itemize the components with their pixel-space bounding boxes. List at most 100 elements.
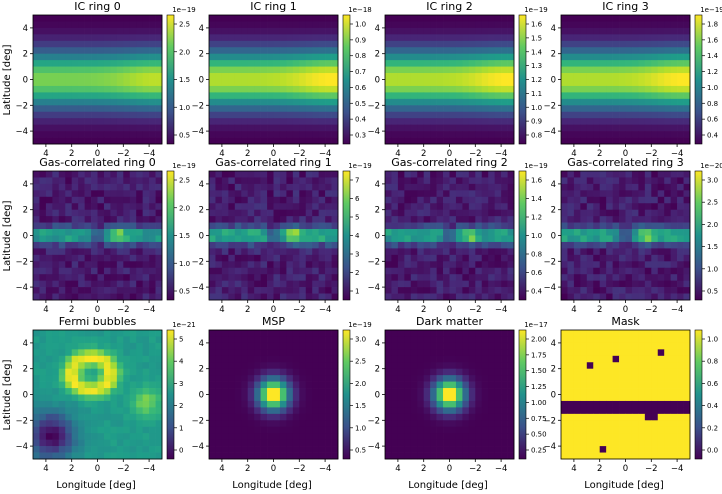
heatmap-cell <box>58 53 66 61</box>
heatmap-cell <box>449 15 457 22</box>
heatmap-cell <box>481 190 489 198</box>
heatmap-cell <box>586 241 594 249</box>
heatmap-cell <box>670 261 678 269</box>
heatmap-cell <box>385 222 392 230</box>
heatmap-cell <box>455 34 463 42</box>
heatmap-cell <box>331 183 339 191</box>
heatmap-cell <box>155 53 163 61</box>
heatmap-cell <box>260 79 268 87</box>
heatmap-cell <box>391 274 399 281</box>
heatmap-cell <box>612 362 620 370</box>
heatmap-cell <box>33 105 40 113</box>
heatmap-cell <box>221 407 229 415</box>
heatmap-cell <box>612 40 620 48</box>
heatmap-cell <box>273 92 281 100</box>
heatmap-cell <box>423 293 431 301</box>
heatmap-cell <box>312 98 319 106</box>
heatmap-cell <box>507 92 515 100</box>
heatmap-cell <box>209 241 216 249</box>
heatmap-cell <box>123 190 131 198</box>
heatmap-cell <box>561 190 568 198</box>
heatmap-cell <box>123 336 131 344</box>
heatmap-cell <box>436 60 444 67</box>
heatmap-cell <box>110 394 118 402</box>
heatmap-cell <box>599 183 607 191</box>
heatmap-cell <box>45 280 53 288</box>
heatmap-cell <box>97 92 105 100</box>
heatmap-cell <box>292 336 300 344</box>
heatmap-cell <box>116 355 124 363</box>
heatmap-cell <box>299 248 307 256</box>
heatmap-cell <box>468 261 476 269</box>
heatmap-cell <box>677 196 684 204</box>
heatmap-cell <box>423 336 431 344</box>
heatmap-cell <box>417 368 425 376</box>
heatmap-cell <box>468 171 476 178</box>
heatmap-cell <box>312 111 319 119</box>
heatmap-cell <box>279 433 287 440</box>
heatmap-cell <box>586 274 594 281</box>
heatmap-cell <box>475 73 483 80</box>
heatmap-cell <box>254 381 261 389</box>
heatmap-cell <box>97 261 105 269</box>
heatmap-cell <box>657 216 665 223</box>
heatmap-cell <box>123 47 131 55</box>
heatmap-cell <box>155 229 163 236</box>
heatmap-cell <box>625 60 633 67</box>
heatmap-cell <box>292 267 300 275</box>
heatmap-cell <box>638 15 646 22</box>
colorbar-tick-label: 1.2 <box>531 76 542 84</box>
heatmap-cell <box>65 400 73 408</box>
heatmap-cell <box>129 433 137 440</box>
heatmap-cell <box>39 40 47 48</box>
heatmap-cell <box>468 60 476 67</box>
heatmap-cell <box>234 34 242 42</box>
heatmap-cell <box>78 413 85 421</box>
heatmap-cell <box>606 73 613 80</box>
heatmap-cell <box>58 413 66 421</box>
heatmap-cell <box>116 34 124 42</box>
heatmap-cell <box>136 254 143 262</box>
heatmap-cell <box>619 287 626 294</box>
heatmap-cell <box>404 241 412 249</box>
heatmap-cell <box>410 183 418 191</box>
heatmap-cell <box>129 254 137 262</box>
heatmap-cell <box>481 261 489 269</box>
heatmap-cell <box>91 131 98 138</box>
heatmap-cell <box>78 420 85 428</box>
heatmap-cell <box>638 229 646 236</box>
heatmap-cell <box>45 131 53 138</box>
heatmap-cell <box>299 280 307 288</box>
heatmap-cell <box>103 342 111 350</box>
heatmap-cell <box>312 131 319 138</box>
heatmap-cell <box>305 433 313 440</box>
heatmap-cell <box>455 98 463 106</box>
heatmap-cell <box>593 261 601 269</box>
heatmap-cell <box>155 27 163 35</box>
heatmap-cell <box>455 375 463 382</box>
heatmap-cell <box>305 53 313 61</box>
heatmap-cell <box>677 105 684 113</box>
heatmap-cell <box>52 124 60 132</box>
heatmap-cell <box>561 235 568 243</box>
heatmap-cell <box>436 183 444 191</box>
heatmap-cell <box>436 241 444 249</box>
heatmap-cell <box>657 293 665 301</box>
heatmap-cell <box>136 241 143 249</box>
heatmap-cell <box>299 381 307 389</box>
heatmap-cell <box>397 420 405 428</box>
heatmap-cell <box>651 66 659 74</box>
heatmap-cell <box>606 66 613 74</box>
heatmap-cell <box>234 171 242 178</box>
heatmap-cell <box>468 183 476 191</box>
heatmap-cell <box>423 388 431 395</box>
heatmap-cell <box>488 15 495 22</box>
heatmap-cell <box>142 452 150 460</box>
heatmap-cell <box>475 40 483 48</box>
heatmap-cell <box>561 355 568 363</box>
heatmap-cell <box>267 66 274 74</box>
heatmap-cell <box>677 368 684 376</box>
heatmap-cell <box>430 446 437 453</box>
heatmap-cell <box>481 362 489 370</box>
heatmap-cells <box>209 171 339 301</box>
